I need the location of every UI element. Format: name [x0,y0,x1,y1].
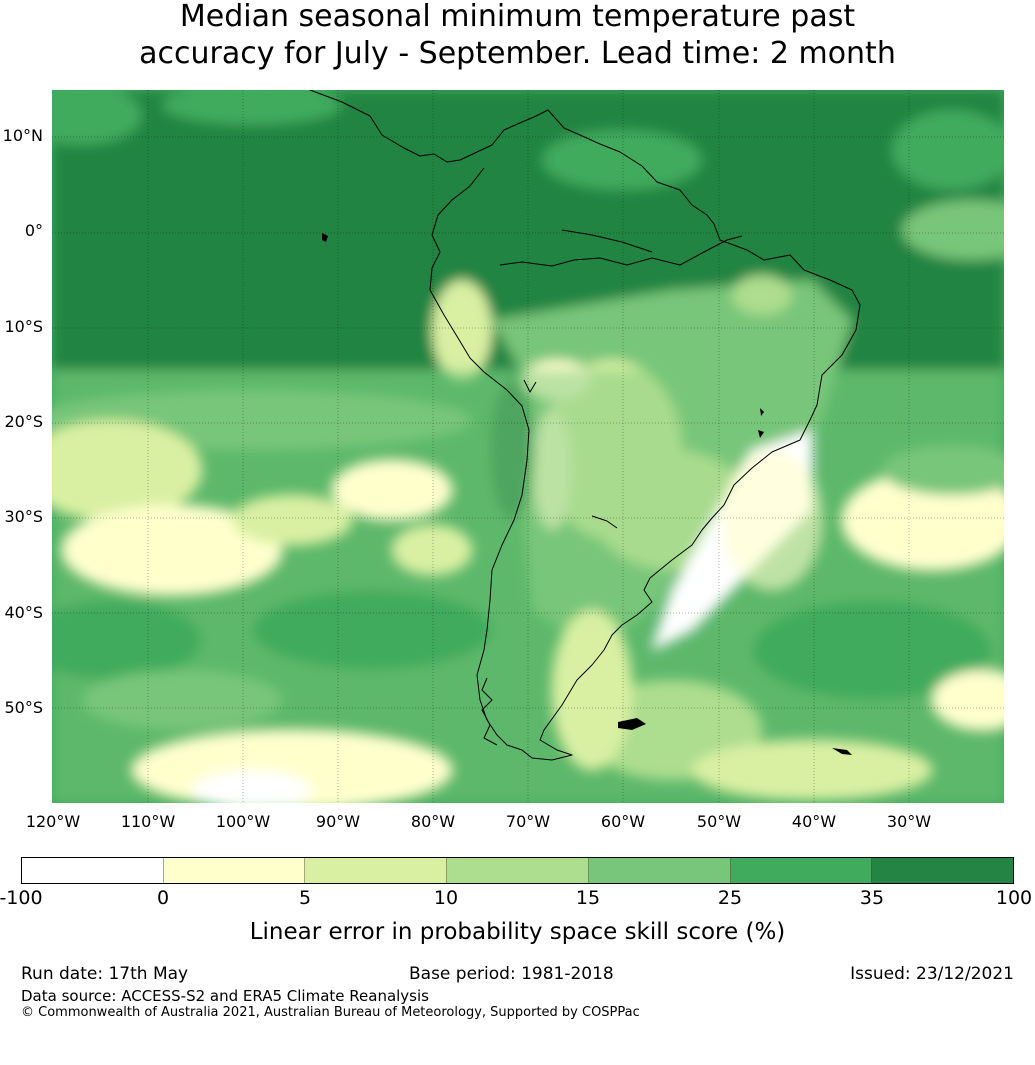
run-date: Run date: 17th May [21,964,189,984]
galapagos-islands [322,233,328,242]
field-patch [432,280,492,380]
coastline-chile-fjords [481,677,498,746]
field-patch [332,460,452,520]
coastlines [309,90,861,761]
colorbar [21,857,1014,884]
colorbar-tick: -100 [0,887,43,909]
lon-label-90w: 90°W [315,812,361,831]
colorbar-segment [730,858,873,883]
field-patch [842,470,1004,570]
field-patch [52,90,142,145]
skill-field [52,90,1004,803]
field-patch [732,275,792,315]
colorbar-segment [305,858,448,883]
field-patch [752,600,992,700]
lon-label-80w: 80°W [410,812,456,831]
field-patch [892,110,1004,190]
field-patch [252,590,492,670]
field-patch [932,670,1004,730]
lon-label-120w: 120°W [25,812,81,831]
colorbar-segment [872,858,1014,883]
colorbar-label: Linear error in probability space skill … [249,919,786,945]
coastline-detail [591,515,618,529]
colorbar-tick: 35 [859,887,885,909]
field-patch [232,495,352,545]
field-patch [192,770,312,803]
lat-label-30s: 30°S [4,507,43,526]
lon-label-50w: 50°W [696,812,742,831]
lat-label-10s: 10°S [4,317,43,336]
skill-map-svg [52,90,1004,803]
island-coastal [758,430,764,438]
field-patch [82,670,282,730]
colorbar-tick: 100 [995,887,1033,909]
colorbar-tick: 15 [575,887,601,909]
field-patch [62,505,282,595]
field-patch [162,90,342,125]
falkland-islands [618,718,646,730]
island-coastal [760,408,764,416]
islands [322,233,852,755]
field-patch [552,610,632,770]
lon-label-60w: 60°W [600,812,646,831]
field-patch [692,740,932,800]
colorbar-segment [588,858,731,883]
colorbar-tick: 5 [298,887,312,909]
field-patch [882,445,1004,495]
coastline-south-america [309,90,861,761]
field-patch [902,200,1004,260]
lon-label-110w: 110°W [120,812,176,831]
lon-label-30w: 30°W [886,812,932,831]
copyright-notice: © Commonwealth of Australia 2021, Austra… [21,1005,640,1020]
graticule [52,90,1004,803]
south-georgia-island [832,748,852,755]
colorbar-segment [447,858,589,883]
chart-title: Median seasonal minimum temperature past… [0,0,1035,72]
lat-label-50s: 50°S [4,698,43,717]
title-line-2: accuracy for July - September. Lead time… [139,36,896,71]
field-patch [52,420,202,520]
field-patch [52,600,202,680]
colorbar-segment [163,858,306,883]
colorbar-tick: 0 [156,887,170,909]
colorbar-tick: 25 [717,887,743,909]
lake-titicaca [523,379,537,393]
base-period: Base period: 1981-2018 [409,964,614,984]
lon-label-70w: 70°W [505,812,551,831]
lon-label-100w: 100°W [215,812,271,831]
river-amazon-tributary [561,229,653,253]
issued-date: Issued: 23/12/2021 [850,964,1014,984]
river-amazon [499,235,743,267]
title-line-1: Median seasonal minimum temperature past [179,0,856,34]
field-patch [542,130,702,190]
field-patch [722,450,822,590]
lon-label-40w: 40°W [791,812,837,831]
colorbar-segment [22,858,164,883]
data-source: Data source: ACCESS-S2 and ERA5 Climate … [21,987,429,1005]
colorbar-tick: 10 [433,887,459,909]
lat-label-20s: 20°S [4,412,43,431]
skill-map [52,90,1004,803]
lat-label-10n: 10°N [2,126,43,145]
lat-label-0: 0° [24,221,43,240]
field-patch [392,525,472,575]
lat-label-40s: 40°S [4,603,43,622]
